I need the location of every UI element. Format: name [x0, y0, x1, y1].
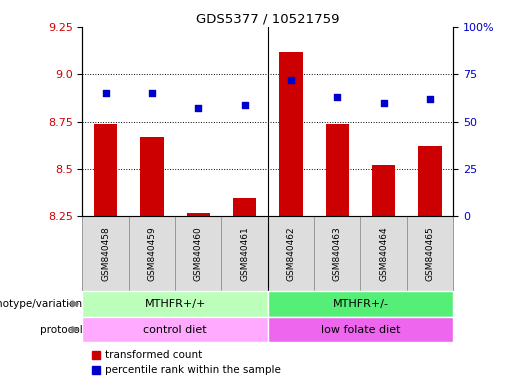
- Bar: [325, 124, 349, 217]
- Point: [287, 77, 295, 83]
- Point: [380, 100, 388, 106]
- Bar: [268, 217, 314, 291]
- Point: [426, 96, 434, 102]
- Text: GSM840461: GSM840461: [240, 227, 249, 281]
- Bar: [233, 197, 256, 217]
- Bar: [221, 217, 268, 291]
- Text: protocol: protocol: [40, 324, 82, 334]
- Text: GSM840464: GSM840464: [379, 227, 388, 281]
- Bar: [129, 217, 175, 291]
- Point: [148, 90, 156, 96]
- Text: MTHFR+/+: MTHFR+/+: [144, 299, 206, 309]
- Point: [333, 94, 341, 100]
- Bar: [186, 213, 210, 217]
- Text: genotype/variation: genotype/variation: [0, 299, 82, 309]
- Bar: [418, 146, 441, 217]
- Bar: [268, 317, 453, 343]
- Bar: [360, 217, 407, 291]
- Bar: [140, 137, 163, 217]
- Bar: [407, 217, 453, 291]
- Bar: [94, 124, 117, 217]
- Bar: [82, 291, 268, 317]
- Title: GDS5377 / 10521759: GDS5377 / 10521759: [196, 13, 339, 26]
- Text: GSM840462: GSM840462: [286, 227, 296, 281]
- Bar: [279, 51, 303, 217]
- Bar: [82, 317, 268, 343]
- Point: [194, 105, 202, 111]
- Bar: [175, 217, 221, 291]
- Text: GSM840460: GSM840460: [194, 227, 203, 281]
- Legend: transformed count, percentile rank within the sample: transformed count, percentile rank withi…: [88, 346, 285, 379]
- Text: GSM840465: GSM840465: [425, 227, 435, 281]
- Text: GSM840458: GSM840458: [101, 227, 110, 281]
- Text: GSM840459: GSM840459: [147, 227, 157, 281]
- Point: [101, 90, 110, 96]
- Bar: [82, 217, 129, 291]
- Bar: [372, 165, 396, 217]
- Bar: [268, 291, 453, 317]
- Text: MTHFR+/-: MTHFR+/-: [333, 299, 388, 309]
- Bar: [314, 217, 360, 291]
- Text: GSM840463: GSM840463: [333, 227, 342, 281]
- Text: control diet: control diet: [143, 324, 207, 334]
- Text: low folate diet: low folate diet: [321, 324, 400, 334]
- Point: [241, 101, 249, 108]
